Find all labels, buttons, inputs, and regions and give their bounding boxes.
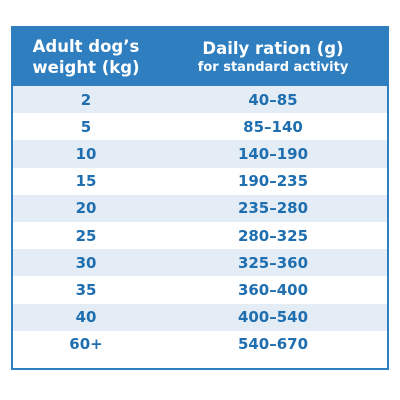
feeding-table: Adult dog’s weight (kg) Daily ration (g)… bbox=[11, 26, 389, 370]
weight-cell: 30 bbox=[75, 253, 97, 272]
ration-cell: 40–85 bbox=[248, 90, 298, 109]
table-row: 2 40–85 bbox=[13, 86, 387, 114]
weight-cell: 35 bbox=[75, 280, 97, 299]
ration-cell: 140–190 bbox=[237, 144, 309, 163]
ration-cell: 190–235 bbox=[237, 172, 309, 191]
table-row: 15 190–235 bbox=[13, 168, 387, 195]
table-row: 25 280–325 bbox=[13, 222, 387, 249]
weight-header-line1: Adult dog’s bbox=[32, 37, 140, 56]
weight-cell: 5 bbox=[80, 117, 92, 136]
table-row: 30 325–360 bbox=[13, 249, 387, 277]
weight-column-header: Adult dog’s weight (kg) bbox=[13, 28, 159, 86]
table-row: 20 235–280 bbox=[13, 194, 387, 222]
table-row: 5 85–140 bbox=[13, 113, 387, 140]
ration-header-line2: for standard activity bbox=[197, 60, 349, 75]
weight-header-line2: weight (kg) bbox=[32, 58, 140, 77]
table-row: 10 140–190 bbox=[13, 140, 387, 168]
weight-cell: 40 bbox=[75, 308, 97, 327]
table-header: Adult dog’s weight (kg) Daily ration (g)… bbox=[13, 28, 387, 86]
weight-cell: 15 bbox=[75, 172, 97, 191]
ration-header-line1: Daily ration (g) bbox=[202, 39, 344, 58]
ration-cell: 280–325 bbox=[237, 226, 309, 245]
table-body: 2 40–85 5 85–140 10 140–190 15 190–235 2… bbox=[13, 86, 387, 358]
weight-cell: 2 bbox=[80, 90, 92, 109]
weight-cell: 60+ bbox=[69, 335, 103, 354]
ration-cell: 360–400 bbox=[237, 280, 309, 299]
weight-cell: 20 bbox=[75, 199, 97, 218]
ration-column-header: Daily ration (g) for standard activity bbox=[159, 28, 387, 86]
weight-cell: 25 bbox=[75, 226, 97, 245]
ration-cell: 540–670 bbox=[237, 335, 309, 354]
ration-cell: 85–140 bbox=[243, 117, 303, 136]
weight-cell: 10 bbox=[75, 144, 97, 163]
table-row: 40 400–540 bbox=[13, 303, 387, 331]
table-row: 35 360–400 bbox=[13, 276, 387, 303]
ration-cell: 325–360 bbox=[237, 253, 309, 272]
ration-cell: 235–280 bbox=[237, 199, 309, 218]
table-row: 60+ 540–670 bbox=[13, 331, 387, 358]
ration-cell: 400–540 bbox=[237, 308, 309, 327]
